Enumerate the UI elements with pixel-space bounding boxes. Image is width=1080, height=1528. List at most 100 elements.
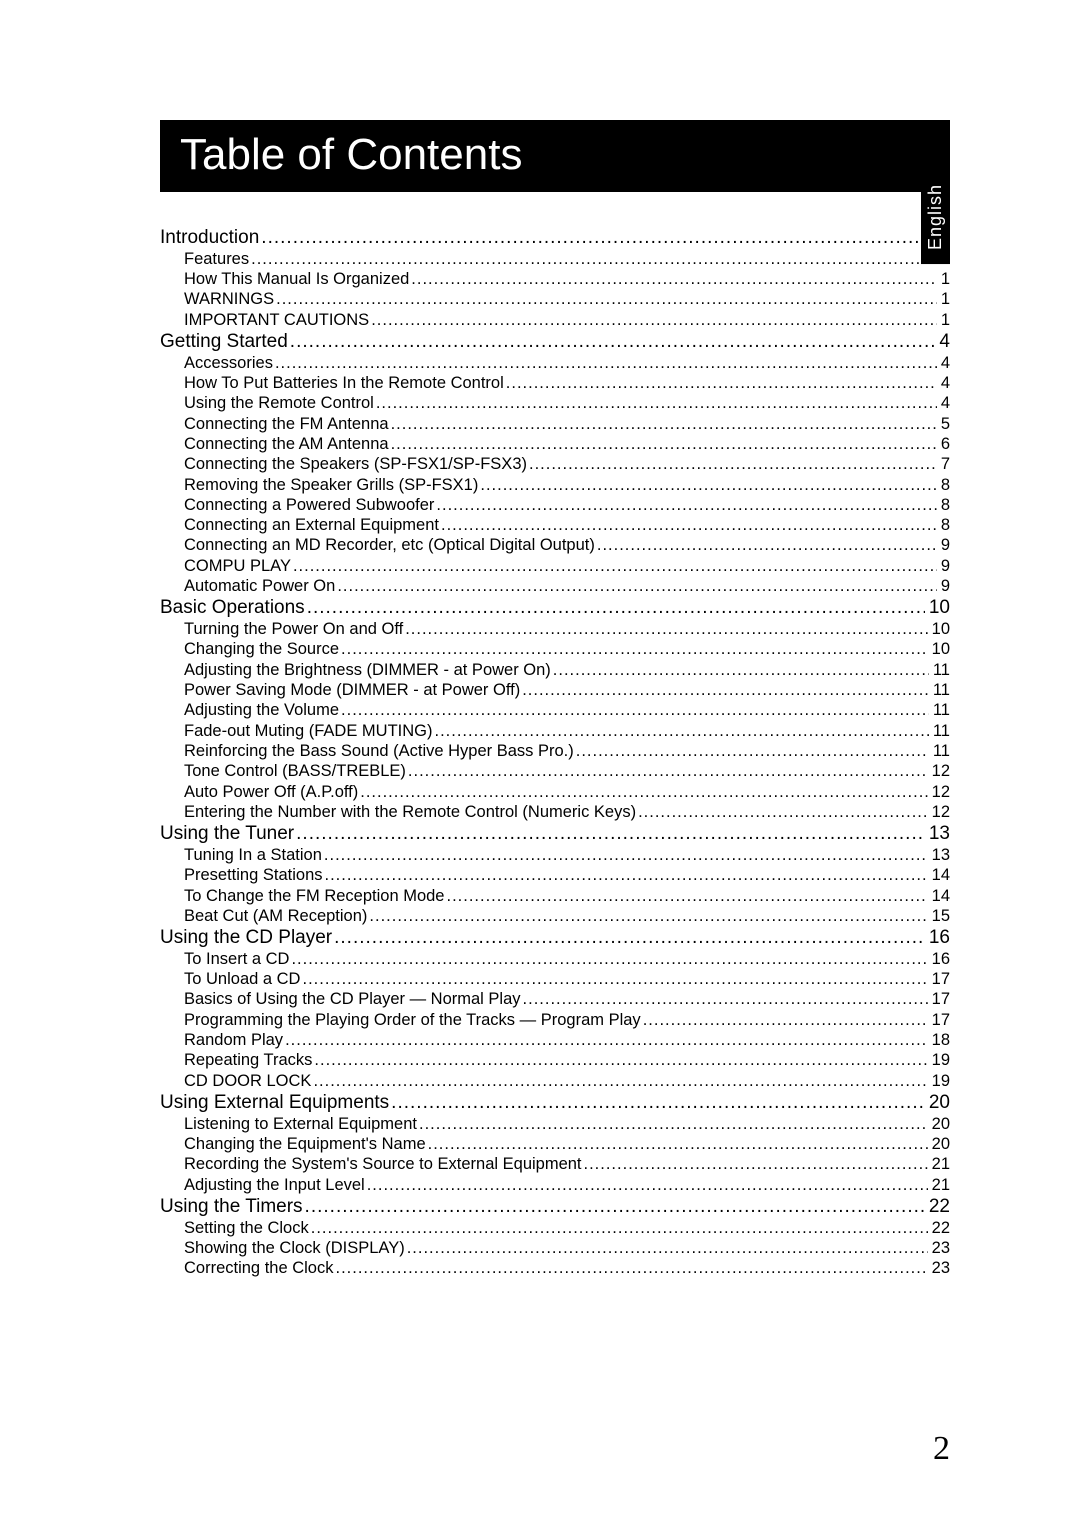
page-number: 2 xyxy=(933,1430,950,1468)
toc-item: CD DOOR LOCK19 xyxy=(184,1073,950,1090)
toc-item: WARNINGS1 xyxy=(184,291,950,308)
toc-page: 4 xyxy=(937,332,950,351)
toc-leader xyxy=(341,702,929,719)
toc-page: 12 xyxy=(930,804,950,821)
toc-item: To Change the FM Reception Mode14 xyxy=(184,888,950,905)
toc-item: Listening to External Equipment20 xyxy=(184,1116,950,1133)
toc-label: Basics of Using the CD Player — Normal P… xyxy=(184,991,521,1008)
toc-page: 11 xyxy=(931,682,950,699)
toc-page: 1 xyxy=(939,271,950,288)
toc-item: Correcting the Clock23 xyxy=(184,1260,950,1277)
toc-leader xyxy=(325,867,928,884)
toc-page: 21 xyxy=(930,1177,950,1194)
toc-page: 19 xyxy=(930,1073,950,1090)
toc-page: 1 xyxy=(939,312,950,329)
toc-leader xyxy=(293,558,937,575)
toc-label: Adjusting the Volume xyxy=(184,702,339,719)
toc-item: Changing the Source10 xyxy=(184,641,950,658)
toc-page: 22 xyxy=(930,1220,950,1237)
toc-page: 11 xyxy=(931,702,950,719)
toc-label: Entering the Number with the Remote Cont… xyxy=(184,804,636,821)
toc-item: Connecting the FM Antenna5 xyxy=(184,416,950,433)
toc-page: 16 xyxy=(930,951,950,968)
toc-label: Changing the Source xyxy=(184,641,339,658)
toc-leader xyxy=(367,1177,928,1194)
toc-leader xyxy=(337,578,937,595)
toc-page: 20 xyxy=(927,1093,950,1112)
toc-label: Connecting a Powered Subwoofer xyxy=(184,497,434,514)
toc-leader xyxy=(523,991,928,1008)
toc-leader xyxy=(638,804,928,821)
toc-leader xyxy=(522,682,929,699)
toc-page: 15 xyxy=(930,908,950,925)
toc-page: 4 xyxy=(939,375,950,392)
toc-item: Repeating Tracks19 xyxy=(184,1052,950,1069)
toc-item: Adjusting the Volume 11 xyxy=(184,702,950,719)
toc-label: Changing the Equipment's Name xyxy=(184,1136,426,1153)
toc-page: 16 xyxy=(927,928,950,947)
toc-label: Using the Timers xyxy=(160,1197,303,1216)
toc-leader xyxy=(291,951,927,968)
toc-leader xyxy=(302,971,927,988)
toc-leader xyxy=(369,908,927,925)
toc-section: Introduction1 xyxy=(160,228,950,247)
toc-page: 9 xyxy=(939,578,950,595)
toc-label: Using the Tuner xyxy=(160,824,294,843)
toc-item: Connecting a Powered Subwoofer8 xyxy=(184,497,950,514)
toc-leader xyxy=(324,847,928,864)
toc-leader xyxy=(405,621,927,638)
toc-label: How This Manual Is Organized xyxy=(184,271,409,288)
toc-item: Connecting the AM Antenna6 xyxy=(184,436,950,453)
toc-label: Random Play xyxy=(184,1032,283,1049)
toc-label: Programming the Playing Order of the Tra… xyxy=(184,1012,641,1029)
toc-leader xyxy=(391,416,937,433)
toc-item: COMPU PLAY9 xyxy=(184,558,950,575)
toc-item: Beat Cut (AM Reception) 15 xyxy=(184,908,950,925)
toc-item: To Insert a CD16 xyxy=(184,951,950,968)
toc-item: Setting the Clock22 xyxy=(184,1220,950,1237)
toc-label: Correcting the Clock xyxy=(184,1260,333,1277)
toc-leader xyxy=(296,824,925,843)
toc-leader xyxy=(597,537,937,554)
toc-page: 6 xyxy=(939,436,950,453)
toc-page: 10 xyxy=(930,621,950,638)
toc-page: 7 xyxy=(939,456,950,473)
toc-label: Connecting an MD Recorder, etc (Optical … xyxy=(184,537,595,554)
toc-leader xyxy=(305,1197,925,1216)
toc-item: Random Play 18 xyxy=(184,1032,950,1049)
toc-page: 12 xyxy=(930,784,950,801)
toc-label: Listening to External Equipment xyxy=(184,1116,417,1133)
toc-label: Turning the Power On and Off xyxy=(184,621,403,638)
toc-page: 11 xyxy=(931,743,950,760)
toc-leader xyxy=(276,291,937,308)
toc-leader xyxy=(419,1116,928,1133)
toc-page: 14 xyxy=(930,867,950,884)
toc-label: Introduction xyxy=(160,228,259,247)
toc-label: Repeating Tracks xyxy=(184,1052,312,1069)
toc-label: Beat Cut (AM Reception) xyxy=(184,908,367,925)
toc-item: Changing the Equipment's Name20 xyxy=(184,1136,950,1153)
toc-item: IMPORTANT CAUTIONS1 xyxy=(184,312,950,329)
toc-page: 17 xyxy=(930,1012,950,1029)
toc-page: 17 xyxy=(930,971,950,988)
toc-item: Accessories4 xyxy=(184,355,950,372)
toc-label: Connecting an External Equipment xyxy=(184,517,439,534)
toc-item: Connecting an External Equipment8 xyxy=(184,517,950,534)
toc-label: Fade-out Muting (FADE MUTING) xyxy=(184,723,432,740)
table-of-contents: Introduction1Features1How This Manual Is… xyxy=(160,228,950,1277)
toc-page: 10 xyxy=(927,598,950,617)
toc-item: Power Saving Mode (DIMMER - at Power Off… xyxy=(184,682,950,699)
toc-label: Auto Power Off (A.P.off) xyxy=(184,784,358,801)
toc-item: Programming the Playing Order of the Tra… xyxy=(184,1012,950,1029)
toc-label: WARNINGS xyxy=(184,291,274,308)
toc-label: Removing the Speaker Grills (SP-FSX1) xyxy=(184,477,478,494)
toc-leader xyxy=(446,888,927,905)
toc-leader xyxy=(285,1032,928,1049)
toc-section: Using the Tuner13 xyxy=(160,824,950,843)
toc-item: Features1 xyxy=(184,251,950,268)
toc-page: 18 xyxy=(930,1032,950,1049)
toc-leader xyxy=(313,1073,927,1090)
page-title: Table of Contents xyxy=(180,130,930,180)
toc-leader xyxy=(411,271,937,288)
toc-leader xyxy=(341,641,928,658)
